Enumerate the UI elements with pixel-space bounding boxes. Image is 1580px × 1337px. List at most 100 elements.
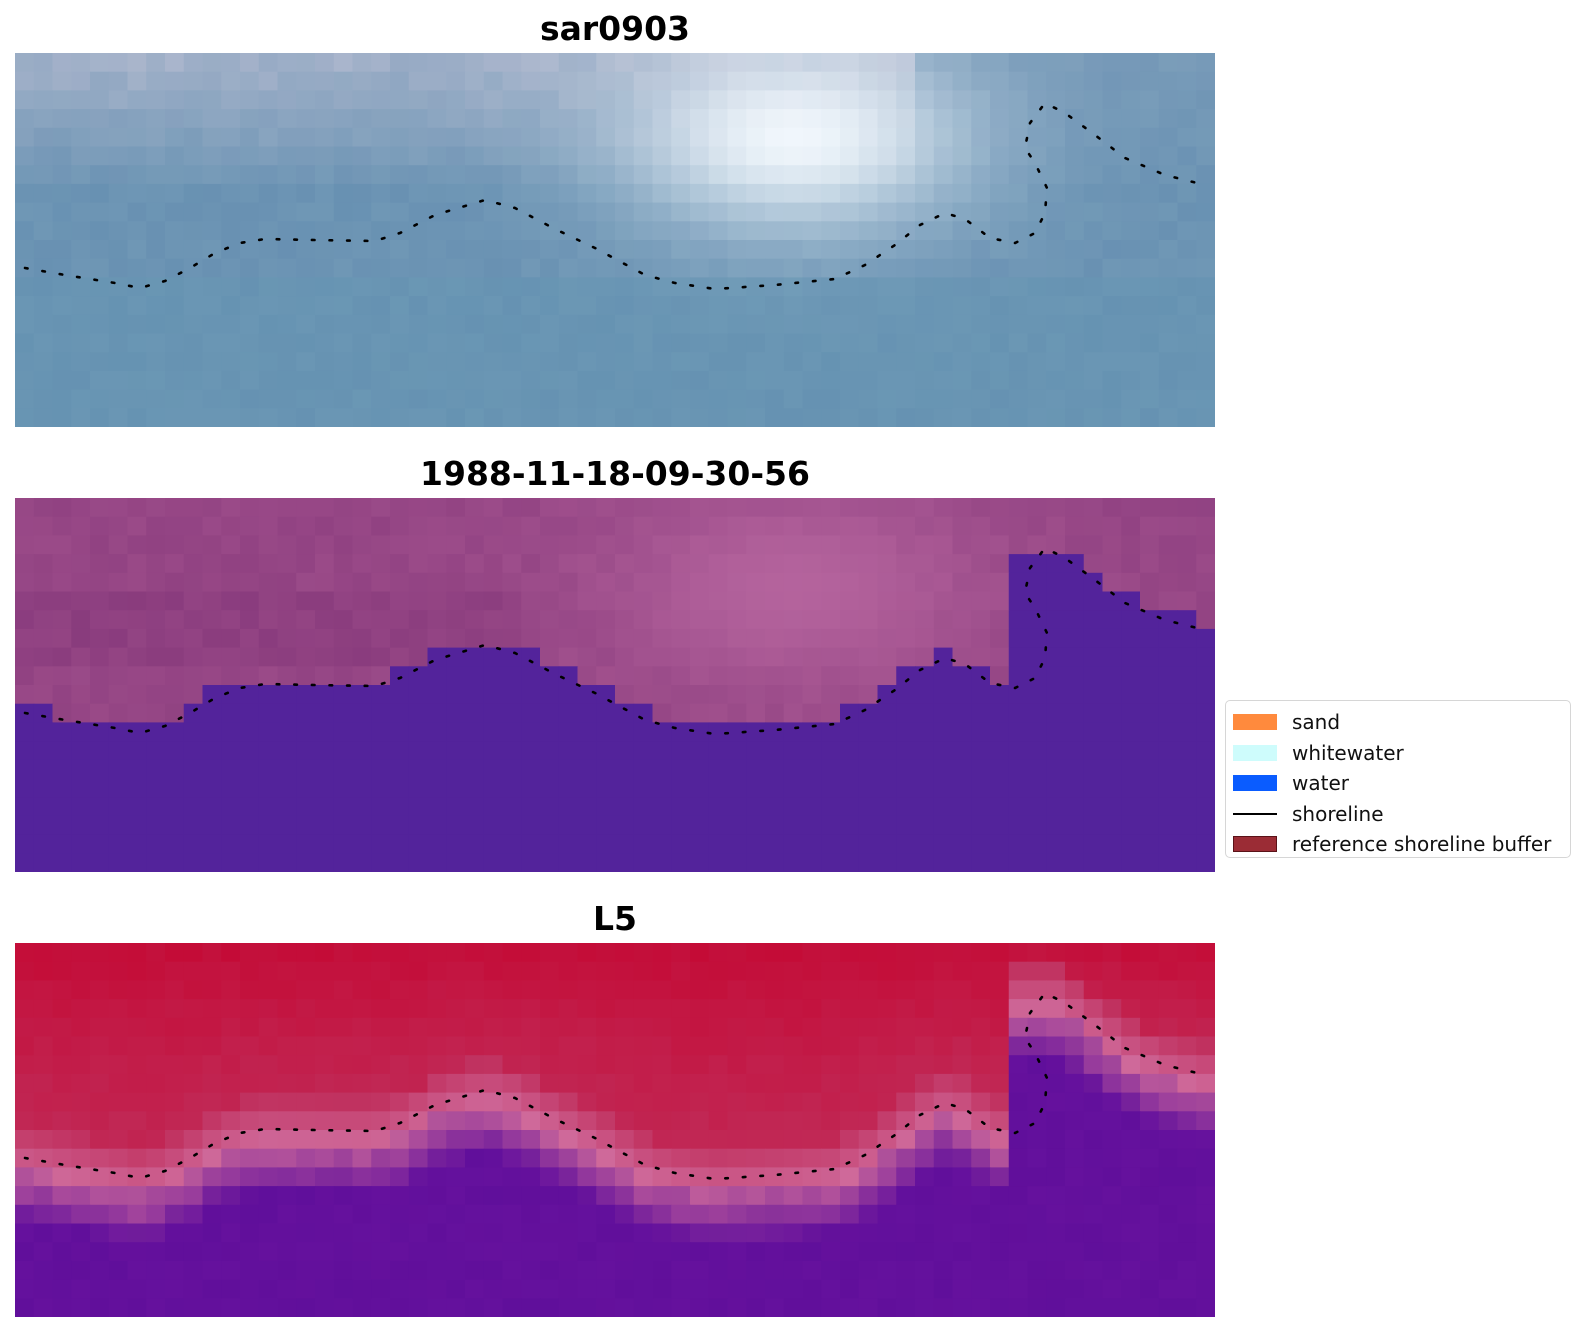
pixel-cell (146, 109, 166, 129)
pixel-cell (352, 610, 372, 630)
pixel-cell (1008, 778, 1029, 798)
pixel-cell (296, 1223, 316, 1243)
pixel-cell (1140, 109, 1160, 129)
pixel-cell (408, 1073, 429, 1094)
pixel-cell (615, 127, 635, 148)
pixel-cell (1140, 314, 1160, 335)
pixel-cell (390, 277, 410, 297)
pixel-cell (390, 815, 410, 836)
pixel-cell (71, 498, 91, 518)
pixel-cell (108, 591, 129, 611)
pixel-cell (1065, 1167, 1085, 1187)
pixel-cell (71, 90, 91, 110)
pixel-cell (690, 53, 710, 73)
pixel-cell (333, 498, 354, 518)
pixel-cell (840, 109, 860, 129)
pixel-cell (540, 277, 560, 297)
pixel-cell (765, 1055, 785, 1075)
pixel-cell (708, 183, 729, 204)
pixel-cell (1140, 666, 1160, 686)
pixel-cell (277, 1298, 297, 1317)
pixel-cell (1065, 1148, 1085, 1168)
pixel-cell (840, 778, 860, 798)
pixel-cell (896, 778, 916, 798)
pixel-cell (1177, 389, 1197, 409)
pixel-cell (390, 759, 410, 780)
pixel-cell (615, 1017, 635, 1038)
pixel-cell (333, 165, 354, 185)
pixel-cell (727, 277, 747, 297)
pixel-cell (165, 591, 185, 611)
pixel-cell (71, 333, 91, 353)
pixel-cell (1083, 610, 1104, 630)
pixel-cell (408, 1017, 429, 1038)
pixel-cell (427, 498, 447, 518)
pixel-cell (502, 146, 522, 166)
pixel-cell (990, 572, 1010, 593)
pixel-cell (783, 183, 804, 204)
pixel-cell (783, 498, 804, 518)
pixel-cell (183, 853, 204, 872)
pixel-cell (127, 109, 147, 129)
pixel-cell (690, 240, 710, 260)
pixel-cell (277, 554, 297, 574)
pixel-cell (240, 778, 260, 798)
pixel-cell (183, 1223, 204, 1243)
pixel-cell (390, 1073, 410, 1094)
pixel-cell (277, 277, 297, 297)
pixel-cell (258, 498, 279, 518)
pixel-cell (915, 1036, 935, 1056)
pixel-cell (915, 647, 935, 667)
pixel-cell (1140, 1073, 1160, 1094)
pixel-cell (540, 221, 560, 241)
pixel-cell (90, 741, 110, 761)
pixel-cell (971, 1167, 991, 1187)
pixel-cell (446, 240, 466, 260)
pixel-cell (90, 1073, 110, 1094)
pixel-cell (1046, 165, 1066, 185)
pixel-cell (615, 53, 635, 73)
pixel-cell (277, 370, 297, 391)
pixel-cell (521, 1298, 541, 1317)
pixel-cell (858, 741, 879, 761)
pixel-cell (746, 834, 766, 854)
pixel-cell (146, 333, 166, 353)
pixel-cell (1046, 1167, 1066, 1187)
pixel-cell (71, 1260, 91, 1281)
pixel-cell (1046, 408, 1066, 427)
pixel-cell (858, 408, 879, 427)
pixel-cell (1196, 685, 1215, 705)
pixel-cell (15, 999, 35, 1019)
pixel-cell (1140, 703, 1160, 723)
pixel-cell (1046, 146, 1066, 166)
pixel-cell (108, 1279, 129, 1299)
pixel-cell (558, 1036, 579, 1056)
pixel-cell (858, 1111, 879, 1131)
pixel-cell (296, 554, 316, 574)
pixel-cell (408, 741, 429, 761)
pixel-cell (15, 71, 35, 91)
pixel-cell (840, 352, 860, 372)
pixel-cell (1102, 90, 1122, 110)
pixel-cell (765, 778, 785, 798)
pixel-cell (1065, 703, 1085, 723)
pixel-cell (52, 703, 72, 723)
pixel-cell (277, 815, 297, 836)
pixel-cell (1027, 370, 1047, 391)
pixel-cell (127, 722, 147, 742)
pixel-cell (408, 498, 429, 518)
pixel-cell (390, 591, 410, 611)
pixel-cell (1158, 797, 1179, 817)
pixel-cell (1102, 815, 1122, 836)
pixel-cell (1083, 240, 1104, 260)
pixel-cell (652, 370, 672, 391)
pixel-cell (33, 722, 54, 742)
pixel-cell (708, 408, 729, 427)
pixel-cell (1158, 703, 1179, 723)
pixel-cell (671, 498, 691, 518)
pixel-cell (296, 685, 316, 705)
pixel-cell (390, 90, 410, 110)
pixel-cell (1065, 980, 1085, 1000)
pixel-cell (652, 1092, 672, 1112)
pixel-cell (971, 296, 991, 316)
